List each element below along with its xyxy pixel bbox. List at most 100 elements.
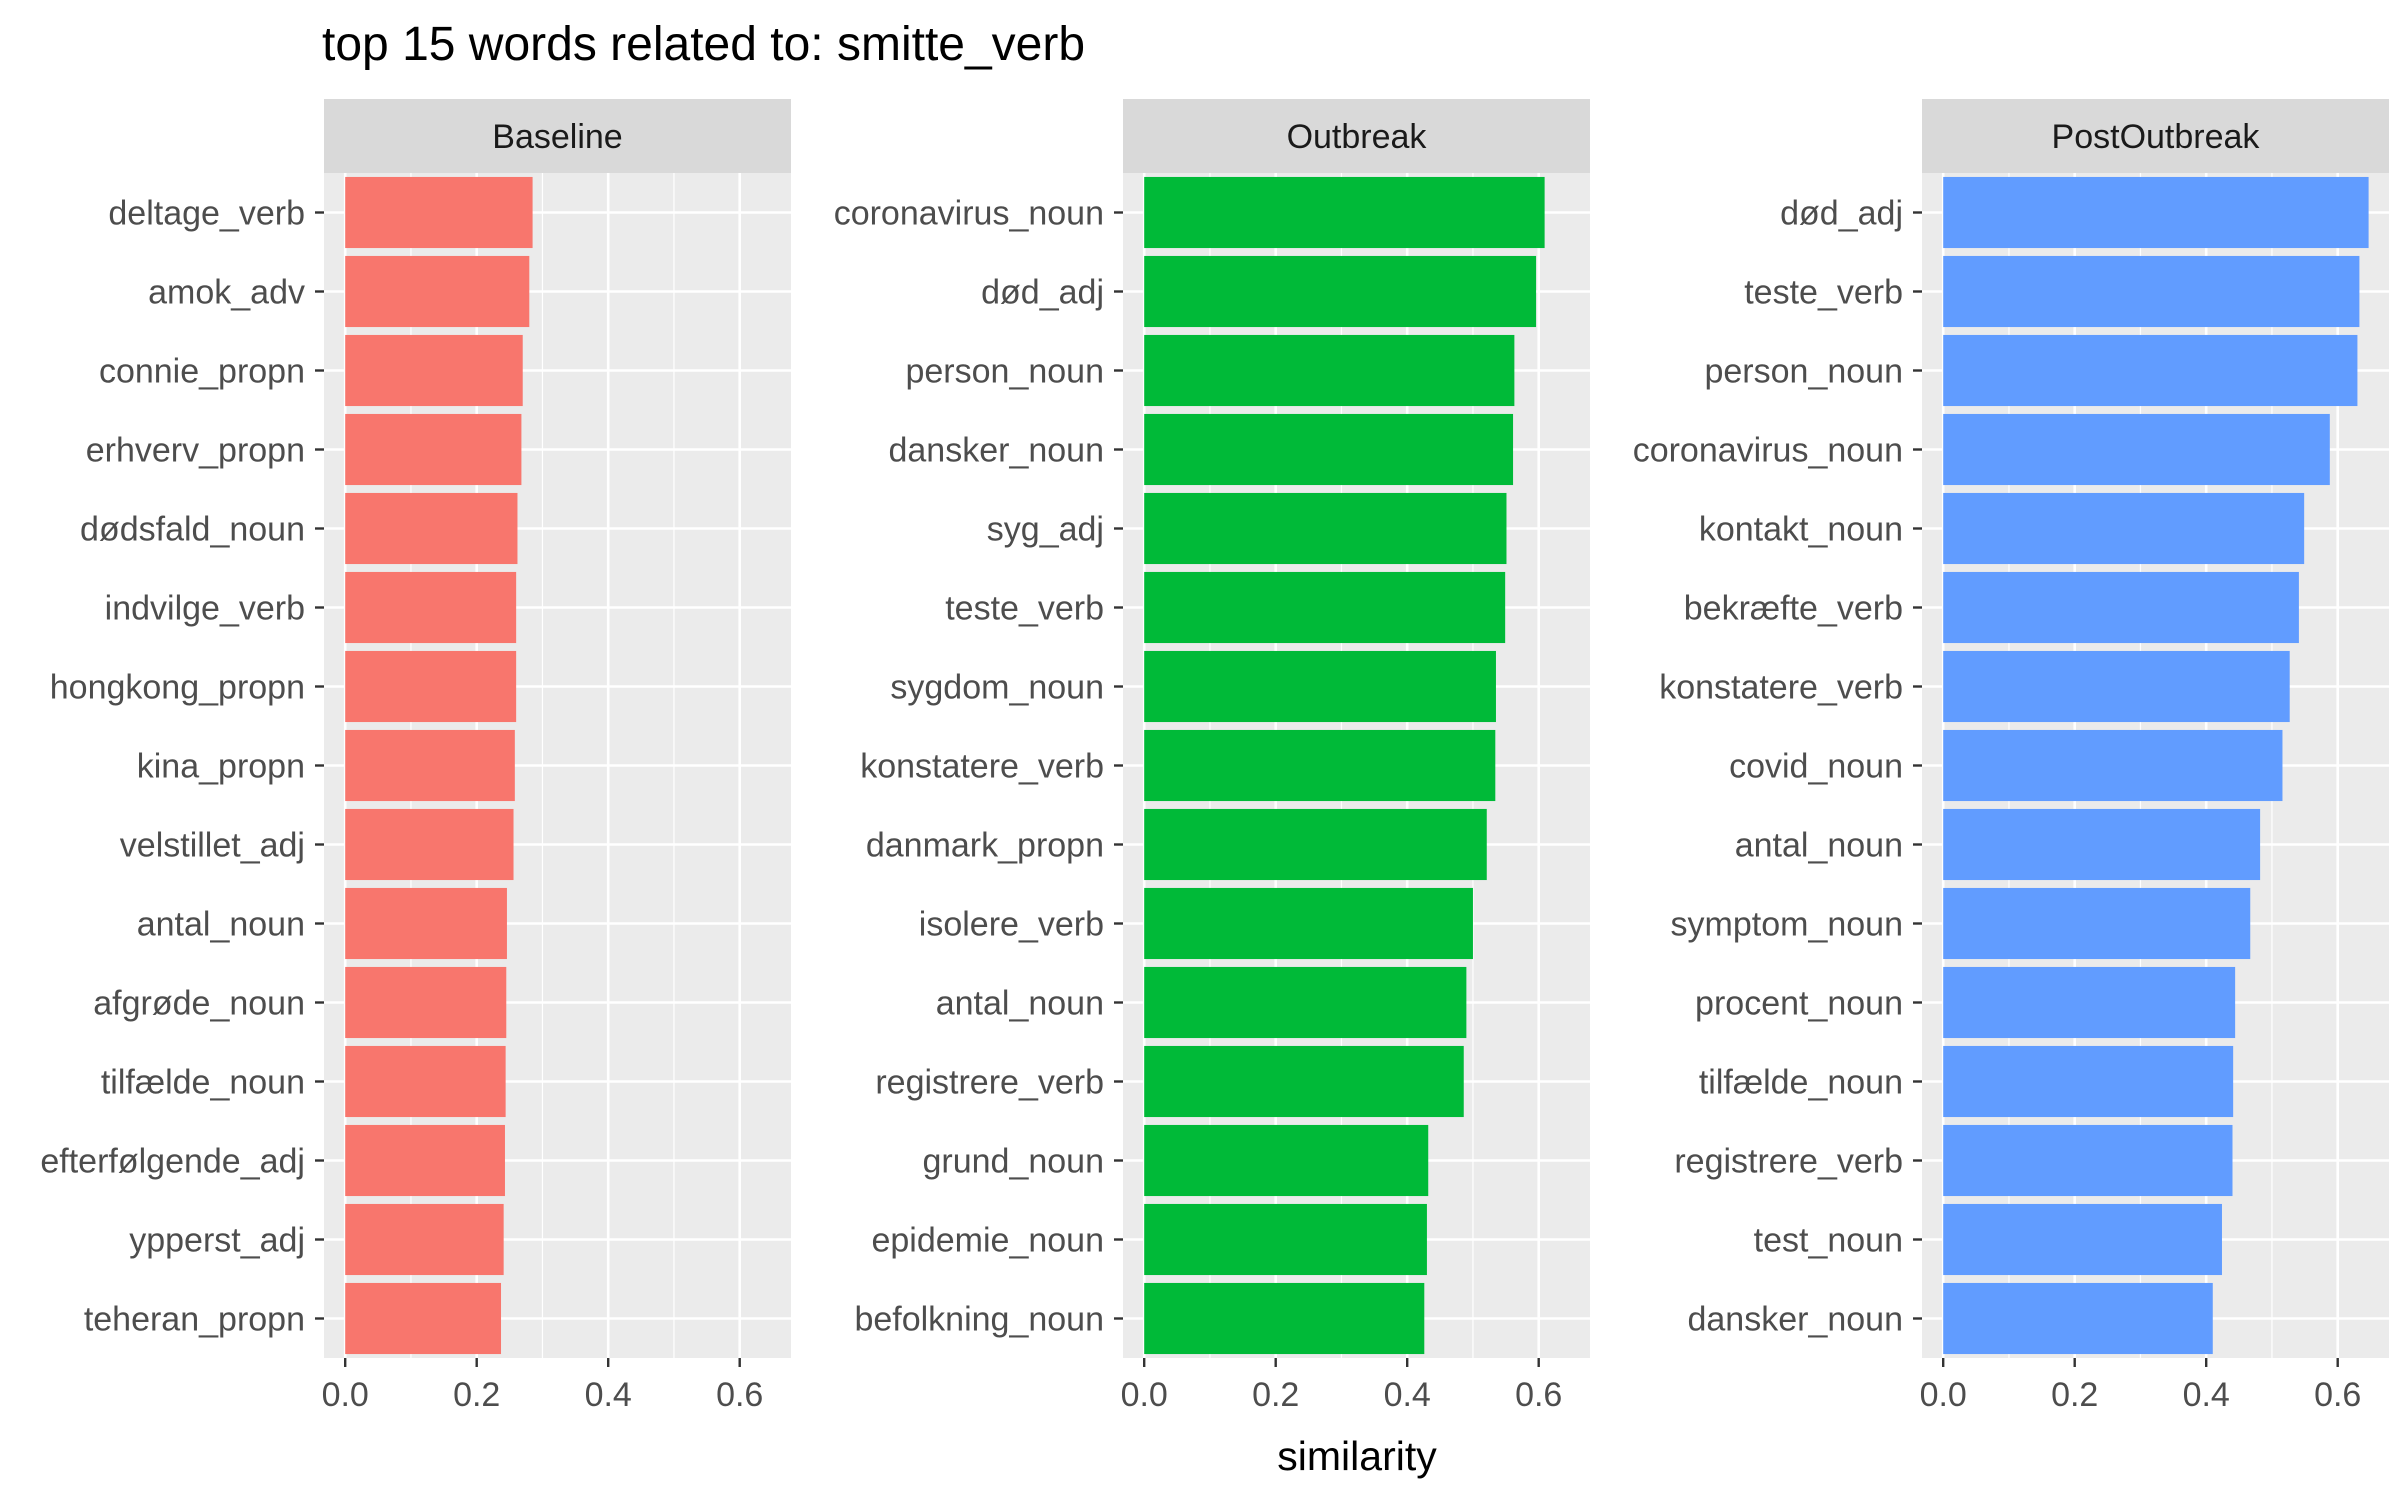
y-tick-label: bekræfte_verb [1684,590,1903,628]
bar-antal_noun [1943,808,2261,881]
facet-strip [1123,99,1590,173]
bar-person_noun [1943,334,2358,407]
x-tick-label: 0.0 [1920,1376,1967,1414]
y-tick-label: hongkong_propn [50,669,305,707]
bar-erhverv_propn [345,413,522,486]
bar-indvilge_verb [345,571,517,644]
x-tick-label: 0.2 [453,1376,500,1414]
y-tick-label: registrere_verb [875,1064,1104,1102]
y-tick-label: person_noun [1704,353,1903,391]
y-tick-label: test_noun [1754,1222,1903,1260]
chart-title: top 15 words related to: smitte_verb [322,18,1085,71]
y-tick-label: ypperst_adj [129,1222,305,1260]
x-tick-label: 0.0 [1121,1376,1168,1414]
x-tick-label: 0.6 [2314,1376,2361,1414]
y-tick-label: død_adj [981,274,1104,312]
y-tick-label: symptom_noun [1671,906,1903,944]
x-tick-label: 0.4 [1384,1376,1431,1414]
y-tick-label: tilfælde_noun [101,1064,305,1102]
facet-strip [324,99,791,173]
y-tick-label: syg_adj [987,511,1104,549]
bar-dødsfald_noun [345,492,518,565]
bar-deltage_verb [345,176,533,249]
bar-hongkong_propn [345,650,517,723]
y-tick-label: isolere_verb [919,906,1104,944]
bar-epidemie_noun [1144,1203,1427,1276]
y-tick-label: person_noun [905,353,1104,391]
bar-syg_adj [1144,492,1507,565]
facet-label: PostOutbreak [2052,118,2261,156]
bar-registrere_verb [1943,1124,2233,1197]
x-tick-label: 0.4 [2183,1376,2230,1414]
bar-isolere_verb [1144,887,1473,960]
bar-grund_noun [1144,1124,1429,1197]
bar-coronavirus_noun [1144,176,1545,249]
y-tick-label: teste_verb [1744,274,1903,312]
bar-teste_verb [1943,255,2360,328]
bar-kontakt_noun [1943,492,2305,565]
bar-teheran_propn [345,1282,502,1355]
bar-bekræfte_verb [1943,571,2299,644]
y-tick-label: registrere_verb [1674,1143,1903,1181]
y-tick-label: teste_verb [945,590,1104,628]
bar-sygdom_noun [1144,650,1496,723]
bar-velstillet_adj [345,808,514,881]
y-tick-label: dødsfald_noun [80,511,305,549]
y-tick-label: procent_noun [1695,985,1903,1023]
y-tick-label: antal_noun [936,985,1104,1023]
y-tick-label: kina_propn [137,748,305,786]
y-tick-label: teheran_propn [84,1301,305,1339]
y-tick-label: dansker_noun [1687,1301,1903,1339]
bar-danmark_propn [1144,808,1487,881]
bar-procent_noun [1943,966,2236,1039]
bar-død_adj [1943,176,2369,249]
y-tick-label: epidemie_noun [871,1222,1104,1260]
y-tick-label: død_adj [1780,195,1903,233]
bar-connie_propn [345,334,523,407]
bar-tilfælde_noun [1943,1045,2234,1118]
facet-panel-outbreak: Outbreak coronavirus_noun død_adj person_no… [834,99,1590,1414]
y-tick-label: konstatere_verb [860,748,1104,786]
y-tick-label: konstatere_verb [1659,669,1903,707]
y-tick-label: deltage_verb [108,195,305,233]
y-tick-label: efterfølgende_adj [40,1143,305,1181]
bar-efterfølgende_adj [345,1124,505,1197]
bar-coronavirus_noun [1943,413,2330,486]
y-tick-label: indvilge_verb [105,590,305,628]
y-tick-label: danmark_propn [866,827,1104,865]
x-tick-label: 0.2 [1252,1376,1299,1414]
y-tick-label: covid_noun [1729,748,1903,786]
y-tick-label: coronavirus_noun [1633,432,1903,470]
x-tick-label: 0.6 [716,1376,763,1414]
x-tick-label: 0.0 [322,1376,369,1414]
bar-person_noun [1144,334,1515,407]
y-tick-label: grund_noun [922,1143,1104,1181]
facet-panel-postoutbreak: PostOutbreak død_adj teste_verb person_noun… [1633,99,2389,1414]
bar-konstatere_verb [1144,729,1496,802]
y-tick-label: coronavirus_noun [834,195,1104,233]
y-tick-label: erhverv_propn [86,432,305,470]
bar-antal_noun [1144,966,1467,1039]
bar-befolkning_noun [1144,1282,1425,1355]
y-tick-label: connie_propn [99,353,305,391]
panels: Baseline deltage_verb amok_adv connie_propn… [40,99,2389,1414]
bar-dansker_noun [1144,413,1514,486]
bar-amok_adv [345,255,530,328]
facet-panel-baseline: Baseline deltage_verb amok_adv connie_propn… [40,99,791,1414]
y-tick-label: antal_noun [1735,827,1903,865]
y-tick-label: dansker_noun [888,432,1104,470]
y-tick-label: amok_adv [148,274,305,312]
y-tick-label: sygdom_noun [890,669,1104,707]
x-tick-label: 0.6 [1515,1376,1562,1414]
bar-kina_propn [345,729,515,802]
y-tick-label: antal_noun [137,906,305,944]
bar-symptom_noun [1943,887,2251,960]
bar-test_noun [1943,1203,2222,1276]
bar-afgrøde_noun [345,966,507,1039]
bar-død_adj [1144,255,1537,328]
bar-antal_noun [345,887,507,960]
y-tick-label: afgrøde_noun [93,985,305,1023]
bar-dansker_noun [1943,1282,2213,1355]
